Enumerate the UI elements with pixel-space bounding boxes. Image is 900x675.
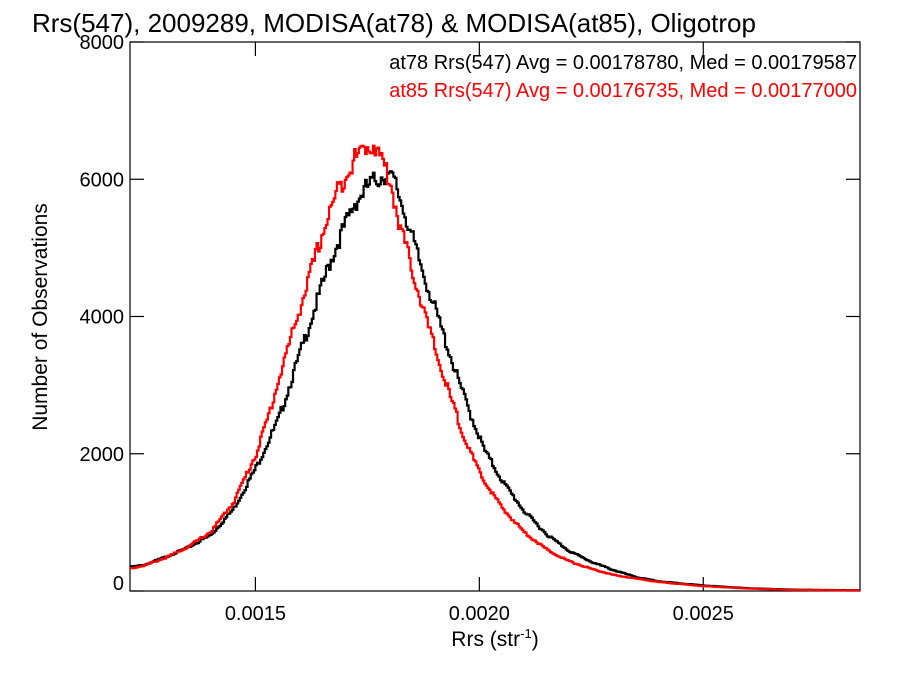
x-tick-label: 0.0015 [225,603,286,625]
y-tick-label: 6000 [80,169,125,191]
plot-frame [129,41,861,592]
chart-title: Rrs(547), 2009289, MODISA(at78) & MODISA… [32,8,756,38]
series-line-at85 [130,144,860,592]
y-tick-label: 4000 [80,307,125,329]
y-tick-label: 8000 [80,32,125,54]
x-tick-label: 0.0025 [673,603,734,625]
x-axis-label-superscript: -1 [520,626,532,641]
x-tick-label: 0.0020 [449,603,510,625]
series-line-at78 [130,170,860,592]
y-axis-label: Number of Observations [29,203,52,431]
x-axis-label-main: Rrs (str [451,628,520,651]
series-layer [130,144,860,592]
y-tick-label: 0 [113,573,124,595]
x-axis-label: Rrs (str-1) [451,626,538,651]
y-tick-label: 2000 [80,444,125,466]
x-axis-ticks: 0.0015 0.0020 0.0025 [225,42,734,625]
x-axis-label-close: ) [532,628,539,651]
y-axis-ticks: 0 2000 4000 6000 8000 [80,32,860,595]
stat-line-at78: at78 Rrs(547) Avg = 0.00178780, Med = 0.… [389,52,857,74]
stat-line-at85: at85 Rrs(547) Avg = 0.00176735, Med = 0.… [389,80,857,102]
